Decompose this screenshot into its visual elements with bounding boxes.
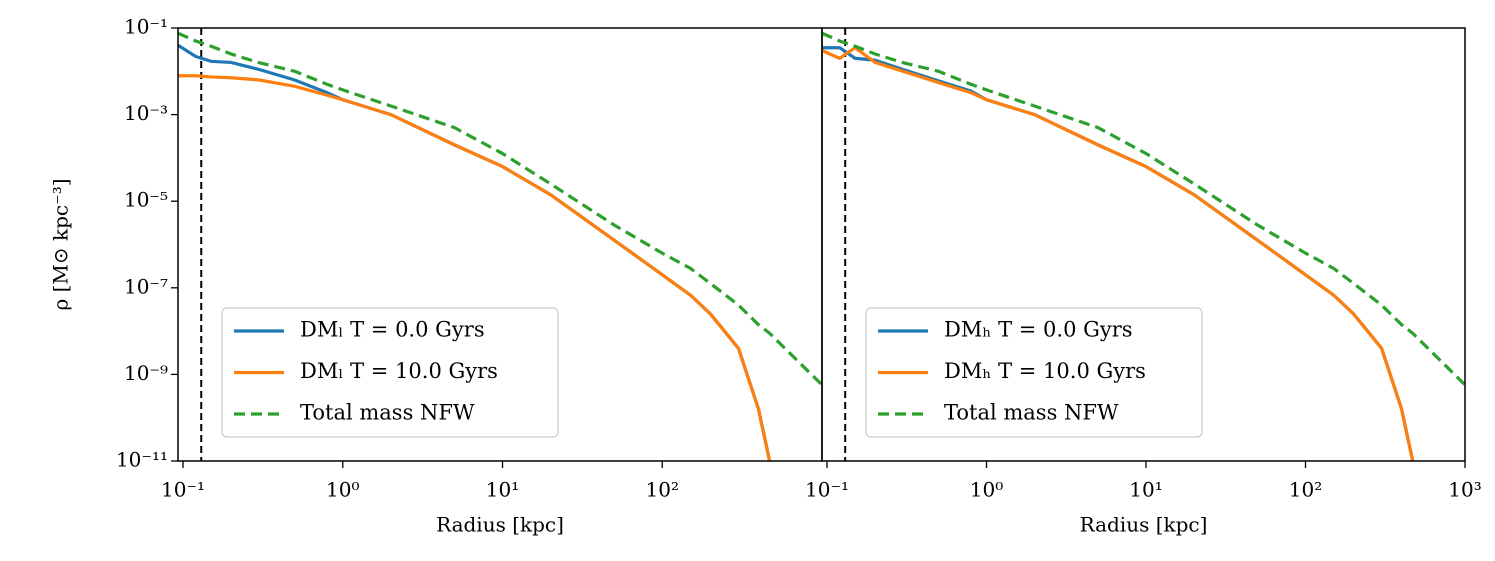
x-tick-label: 10¹ xyxy=(486,478,519,502)
legend-label: Total mass NFW xyxy=(944,401,1119,425)
x-tick-label: 10² xyxy=(1289,478,1322,502)
x-tick-label: 10⁻¹ xyxy=(805,478,849,502)
plot-area xyxy=(178,28,822,461)
axes-frame xyxy=(821,27,1466,462)
legend-label: DMₗ T = 10.0 Gyrs xyxy=(300,359,498,383)
y-tick-label: 10⁻¹¹ xyxy=(116,448,168,472)
y-tick-label: 10⁻⁷ xyxy=(124,274,168,298)
legend-label: Total mass NFW xyxy=(300,401,475,425)
legend-box xyxy=(221,307,559,438)
y-tick-label: 10⁻¹ xyxy=(124,15,168,39)
x-axis-label: Radius [kpc] xyxy=(436,513,564,537)
y-tick-label: 10⁻³ xyxy=(124,101,168,125)
legend-label: DMₗ T = 0.0 Gyrs xyxy=(300,318,485,342)
series-line xyxy=(178,31,822,386)
legend-label: DMₕ T = 0.0 Gyrs xyxy=(944,318,1133,342)
series-line xyxy=(178,74,772,461)
x-tick-label: 10² xyxy=(646,478,679,502)
x-tick-label: 10⁻¹ xyxy=(161,478,205,502)
x-tick-label: 10⁰ xyxy=(326,478,359,502)
legend-label: DMₕ T = 10.0 Gyrs xyxy=(944,359,1146,383)
series-line xyxy=(822,45,1415,461)
y-tick-label: 10⁻⁹ xyxy=(124,361,168,385)
series-line xyxy=(822,31,1465,386)
y-axis-label: ρ [M⊙ kpc⁻³] xyxy=(49,178,73,310)
x-tick-label: 10³ xyxy=(1448,478,1481,502)
plot-area xyxy=(822,28,1465,461)
x-tick-label: 10⁰ xyxy=(970,478,1003,502)
x-tick-label: 10¹ xyxy=(1129,478,1162,502)
x-axis-label: Radius [kpc] xyxy=(1080,513,1208,537)
legend-box xyxy=(865,307,1203,438)
y-tick-label: 10⁻⁵ xyxy=(124,188,168,212)
